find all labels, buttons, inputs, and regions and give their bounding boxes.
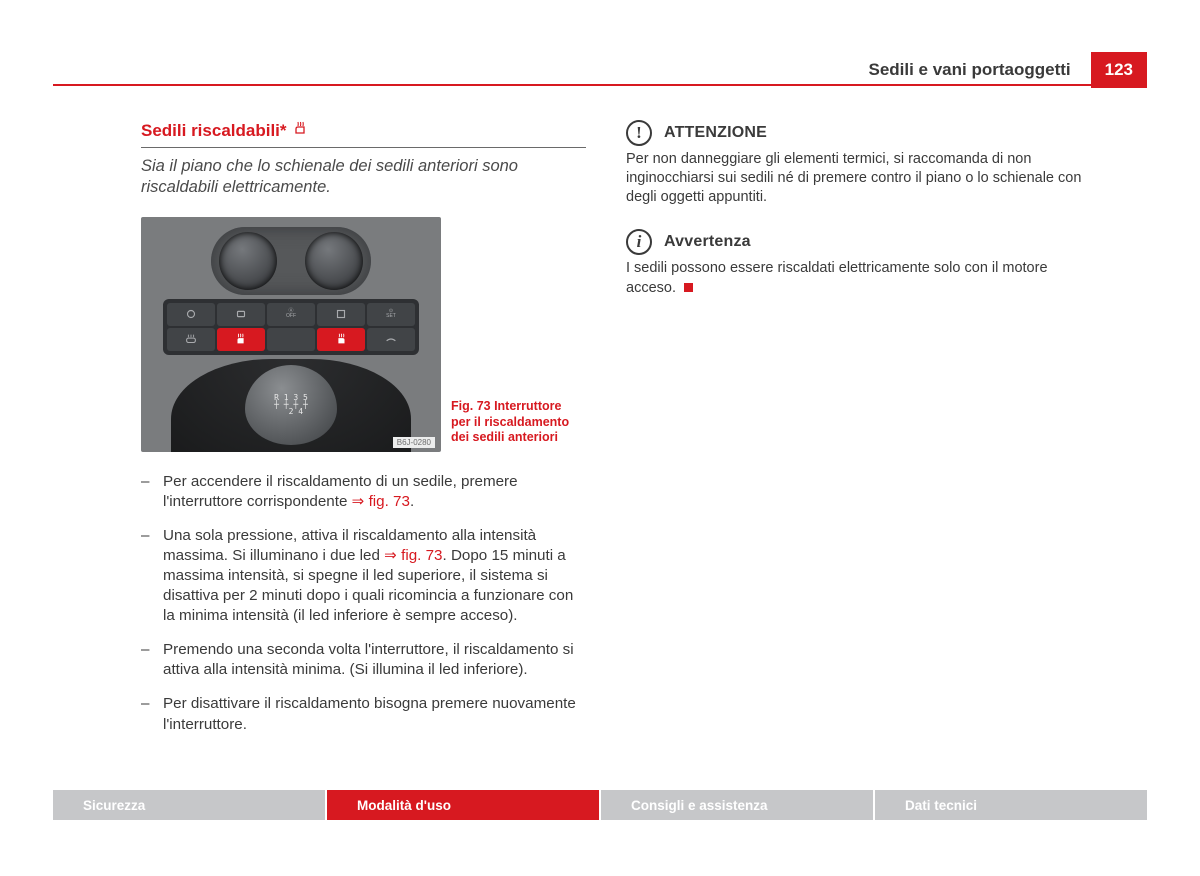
section-title: Sedili e vani portaoggetti (868, 60, 1070, 80)
info-icon: i (626, 229, 652, 255)
seat-heat-left-button (217, 328, 265, 351)
cupholder (211, 227, 371, 295)
panel-btn (167, 328, 215, 351)
figure-block: ⒶOFF ⊙SET R 1 3 5 ┼ ┼ ┼ ┼ 2 4 (141, 217, 586, 452)
heading-text: Sedili riscaldabili* (141, 121, 287, 141)
left-column: Sedili riscaldabili* Sia il piano che lo… (141, 120, 586, 749)
panel-btn-center (267, 328, 315, 351)
panel-btn (367, 328, 415, 351)
seat-heat-right-button (317, 328, 365, 351)
panel-btn-off: ⒶOFF (267, 303, 315, 326)
tab-consigli[interactable]: Consigli e assistenza (601, 790, 873, 820)
footer-tabs: Sicurezza Modalità d'uso Consigli e assi… (53, 790, 1147, 820)
li-text: Premendo una seconda volta l'interruttor… (163, 641, 574, 678)
lead-text: Sia il piano che lo schienale dei sedili… (141, 156, 586, 199)
list-item: Premendo una seconda volta l'interruttor… (141, 640, 586, 680)
tab-modalita-uso[interactable]: Modalità d'uso (327, 790, 599, 820)
attention-header: ! ATTENZIONE (626, 120, 1096, 146)
right-column: ! ATTENZIONE Per non danneggiare gli ele… (626, 120, 1096, 749)
figure-caption: Fig. 73 Interruttore per il riscaldament… (451, 399, 581, 446)
page-header: Sedili e vani portaoggetti 123 (868, 52, 1147, 88)
li-text: Per accendere il riscaldamento di un sed… (163, 473, 518, 510)
button-panel: ⒶOFF ⊙SET (163, 299, 419, 355)
figure-ref: ⇒ fig. 73 (384, 547, 442, 564)
header-rule (53, 84, 1147, 86)
list-item: Per disattivare il riscaldamento bisogna… (141, 694, 586, 734)
list-item: Una sola pressione, attiva il riscaldame… (141, 526, 586, 626)
li-text: Per disattivare il riscaldamento bisogna… (163, 695, 576, 732)
cup-left (219, 232, 277, 290)
section-heading: Sedili riscaldabili* (141, 120, 586, 141)
cup-right (305, 232, 363, 290)
li-text: . (410, 493, 414, 510)
content: Sedili riscaldabili* Sia il piano che lo… (141, 120, 1135, 749)
gear-pattern: R 1 3 5 ┼ ┼ ┼ ┼ 2 4 (274, 394, 308, 416)
warning-icon: ! (626, 120, 652, 146)
attention-body: Per non danneggiare gli elementi termici… (626, 150, 1096, 207)
figure-label: Fig. 73 (451, 399, 491, 413)
gear-knob: R 1 3 5 ┼ ┼ ┼ ┼ 2 4 (245, 365, 337, 445)
figure-image: ⒶOFF ⊙SET R 1 3 5 ┼ ┼ ┼ ┼ 2 4 (141, 217, 441, 452)
image-code: B6J-0280 (393, 437, 435, 448)
list-item: Per accendere il riscaldamento di un sed… (141, 472, 586, 512)
panel-btn (317, 303, 365, 326)
figure-ref: ⇒ fig. 73 (352, 493, 410, 510)
attention-title: ATTENZIONE (664, 124, 767, 142)
tab-dati-tecnici[interactable]: Dati tecnici (875, 790, 1147, 820)
section-heading-row: Sedili riscaldabili* (141, 120, 586, 148)
end-mark-icon (684, 283, 693, 292)
panel-btn (217, 303, 265, 326)
note-title: Avvertenza (664, 233, 751, 251)
seat-heat-icon (293, 120, 309, 141)
instruction-list: Per accendere il riscaldamento di un sed… (141, 472, 586, 735)
note-body: I sedili possono essere riscaldati elett… (626, 259, 1096, 297)
panel-btn (167, 303, 215, 326)
panel-btn-set: ⊙SET (367, 303, 415, 326)
note-header: i Avvertenza (626, 229, 1096, 255)
tab-sicurezza[interactable]: Sicurezza (53, 790, 325, 820)
page-number: 123 (1091, 52, 1147, 88)
